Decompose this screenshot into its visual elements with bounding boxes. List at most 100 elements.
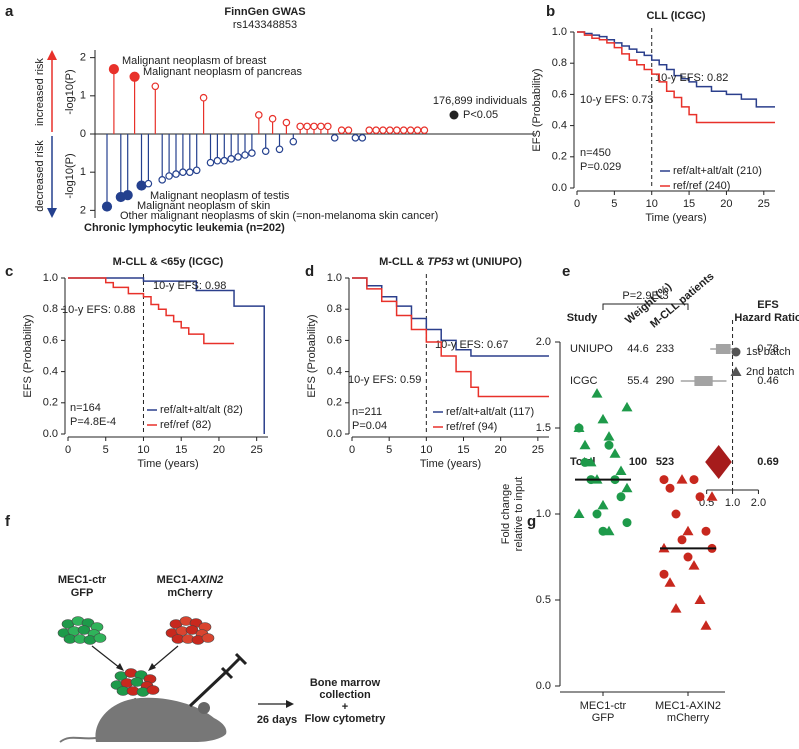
x-tick-label: 25 [532, 444, 544, 456]
lollipop-head [151, 82, 160, 91]
annotation: Other malignant neoplasms of skin (=non-… [120, 210, 438, 222]
y-tick-label: 1.0 [43, 272, 58, 284]
x-tick-label: 20 [720, 198, 732, 210]
x-axis-label: Time (years) [137, 458, 198, 470]
stat-text: P=0.04 [352, 420, 387, 432]
cell [93, 633, 107, 643]
lollipop-head [186, 168, 194, 176]
y-tick-label: 0.0 [536, 680, 551, 692]
survival-curve [577, 31, 775, 108]
legend-text: 1st batch [746, 346, 791, 358]
lollipop-head [101, 201, 113, 212]
legend-text: ref/alt+alt/alt (210) [673, 165, 762, 177]
y-tick-label: 0.5 [536, 594, 551, 606]
syringe [188, 652, 248, 708]
lollipop-head [413, 126, 422, 134]
stat-text: P=0.029 [580, 161, 621, 173]
y-tick-label: 0.0 [327, 428, 342, 440]
legend-text: 176,899 individuals [433, 95, 528, 107]
lollipop-head [330, 134, 339, 142]
lollipop-head [372, 126, 380, 134]
readout-label: Flow cytometry [305, 713, 387, 725]
risk-label: increased risk [34, 58, 46, 126]
efs-label: 10-y EFS: 0.73 [580, 94, 653, 106]
x-tick-label: 25 [758, 198, 770, 210]
point [592, 509, 602, 519]
y-tick-label: 2 [80, 204, 86, 216]
stat-text: n=164 [70, 402, 101, 414]
x-tick-label: 2.0 [751, 497, 766, 509]
panel-letter: c [5, 263, 13, 280]
summary-diamond [705, 445, 732, 479]
panel-letter: d [305, 263, 314, 280]
y-tick-label: 0.8 [327, 303, 342, 315]
x-axis-label: Time (years) [420, 458, 481, 470]
y-tick-label: 1 [80, 90, 86, 102]
group-label: MEC1-ctr [58, 574, 107, 586]
lollipop-head [172, 170, 180, 178]
mouse-ear [198, 702, 210, 714]
lollipop-head [241, 151, 249, 159]
panel-letter: b [546, 3, 555, 20]
duration-label: 26 days [257, 714, 297, 726]
patients: 523 [656, 456, 674, 468]
arrow-head [47, 208, 57, 218]
lollipop-head [213, 156, 222, 165]
point [670, 603, 682, 613]
lollipop-head [108, 63, 120, 75]
x-tick-label: 15 [175, 444, 187, 456]
group-label: mCherry [167, 587, 213, 599]
y-tick-label: 0.4 [552, 120, 567, 132]
legend-marker [731, 347, 741, 357]
panel-letter: f [5, 513, 11, 530]
lollipop-head [248, 149, 256, 157]
y-tick-label: 1.5 [536, 422, 551, 434]
cell [77, 625, 91, 635]
x-tick-label: 25 [251, 444, 263, 456]
lollipop-head [310, 122, 318, 131]
survival-curve [352, 277, 549, 398]
point [609, 448, 621, 458]
x-tick-label: 15 [457, 444, 469, 456]
legend-text: ref/ref (240) [673, 180, 730, 192]
arrow-head [148, 663, 156, 671]
x-tick-label: 5 [611, 198, 617, 210]
annotation: Malignant neoplasm of pancreas [143, 66, 302, 78]
lollipop-head [254, 111, 263, 119]
lollipop-head [144, 179, 153, 188]
lollipop-head [192, 166, 201, 175]
readout-label: + [342, 701, 348, 713]
lollipop-head [406, 126, 415, 134]
stat-text: P=4.8E-4 [70, 416, 116, 428]
x-tick-label: 0 [65, 444, 71, 456]
survival-curve [68, 277, 235, 345]
point [677, 535, 687, 545]
significance-bracket [602, 303, 689, 310]
x-tick-label: 20 [213, 444, 225, 456]
y-axis-label: -log10(P) [64, 153, 76, 198]
risk-label: decreased risk [34, 140, 46, 212]
lollipop-head [158, 176, 167, 184]
header: Study [567, 312, 598, 324]
x-tick-label: GFP [592, 712, 615, 724]
weight: 55.4 [627, 375, 648, 387]
hr-box [715, 344, 731, 354]
panel-letter: e [562, 263, 570, 280]
y-tick-label: 0.4 [327, 366, 342, 378]
point [621, 482, 633, 493]
point [585, 456, 597, 467]
survival-curve [68, 277, 265, 434]
lollipop-head [179, 168, 187, 176]
point [597, 499, 609, 510]
group-label: MEC1-AXIN2 [157, 574, 224, 586]
arrow-head [286, 700, 294, 708]
x-tick-label: 0 [349, 444, 355, 456]
y-axis-label: EFS (Probability) [306, 314, 318, 397]
stat-text: n=450 [580, 147, 611, 159]
y-tick-label: 1 [80, 166, 86, 178]
weight: 44.6 [627, 343, 648, 355]
efs-label: 10-y EFS: 0.98 [153, 280, 226, 292]
x-tick-label: 10 [137, 444, 149, 456]
lollipop-head [268, 114, 277, 123]
